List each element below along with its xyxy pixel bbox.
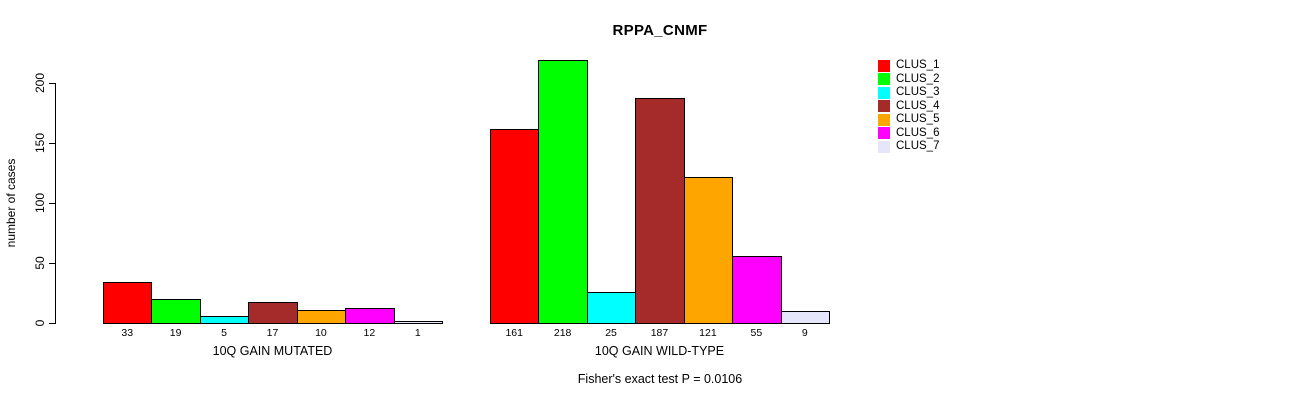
bar-value-label: 5 xyxy=(221,327,227,339)
bar xyxy=(345,307,395,324)
bar-value-label: 55 xyxy=(750,327,763,339)
y-tick xyxy=(49,83,55,84)
y-tick xyxy=(49,323,55,324)
y-tick-label: 0 xyxy=(33,319,47,327)
bar-value-label: 9 xyxy=(801,327,808,339)
bar-value-label: 161 xyxy=(505,327,523,339)
legend-row: CLUS_7 xyxy=(878,140,939,154)
legend-swatch xyxy=(878,113,890,126)
bar xyxy=(780,311,830,324)
bar-value-label: 12 xyxy=(363,327,376,339)
bar-value-label: 19 xyxy=(169,327,182,339)
bar-value-label: 10 xyxy=(315,327,327,339)
legend-row: CLUS_4 xyxy=(878,100,939,114)
legend-label: CLUS_7 xyxy=(896,140,940,152)
bar xyxy=(393,320,443,324)
legend-label: CLUS_5 xyxy=(896,113,940,125)
legend-swatch xyxy=(878,73,890,86)
y-tick-label: 200 xyxy=(33,72,47,94)
bar xyxy=(683,176,734,324)
y-tick-label: 100 xyxy=(33,192,47,214)
y-tick xyxy=(49,143,55,144)
bar xyxy=(103,282,153,324)
legend-swatch xyxy=(878,127,890,140)
chart-title: RPPA_CNMF xyxy=(612,22,708,39)
bar-value-label: 17 xyxy=(266,327,279,339)
legend-row: CLUS_2 xyxy=(878,73,939,87)
bar xyxy=(635,97,685,324)
y-tick-label: 150 xyxy=(33,132,47,154)
bar xyxy=(248,301,298,324)
bar xyxy=(538,60,588,324)
legend-row: CLUS_5 xyxy=(878,113,939,127)
legend-label: CLUS_1 xyxy=(896,59,940,71)
legend-label: CLUS_2 xyxy=(896,72,940,85)
bar-value-label: 218 xyxy=(553,327,572,339)
legend-label: CLUS_6 xyxy=(896,126,940,139)
y-axis-label: number of cases xyxy=(4,158,18,248)
legend-swatch xyxy=(878,86,890,99)
footer-text: Fisher's exact test P = 0.0106 xyxy=(577,372,743,386)
bar xyxy=(490,128,540,324)
group-label: 10Q GAIN WILD-TYPE xyxy=(594,344,725,358)
bar-value-label: 33 xyxy=(121,327,134,339)
legend-swatch xyxy=(878,59,890,72)
bar xyxy=(732,256,782,324)
bar xyxy=(586,292,637,324)
legend-label: CLUS_3 xyxy=(896,86,940,98)
legend-swatch xyxy=(878,140,890,153)
legend-swatch xyxy=(878,100,890,113)
legend: CLUS_1 CLUS_2 CLUS_3 CLUS_4 CLUS_5 CLUS_6 CLUS… xyxy=(878,59,939,154)
bar-value-label: 187 xyxy=(650,327,669,339)
bar xyxy=(296,310,347,324)
bar-value-label: 1 xyxy=(414,327,421,339)
legend-label: CLUS_4 xyxy=(896,99,940,112)
legend-row: CLUS_1 xyxy=(878,59,939,73)
bar xyxy=(151,299,201,324)
y-axis-line xyxy=(55,83,56,324)
group-label: 10Q GAIN MUTATED xyxy=(212,344,333,358)
y-tick-label: 50 xyxy=(33,256,47,270)
bar-value-label: 25 xyxy=(605,327,617,339)
bar-value-label: 121 xyxy=(699,327,717,339)
legend-row: CLUS_6 xyxy=(878,127,939,141)
y-tick xyxy=(49,203,55,204)
legend-row: CLUS_3 xyxy=(878,86,939,100)
bar xyxy=(199,316,250,324)
y-tick xyxy=(49,263,55,264)
